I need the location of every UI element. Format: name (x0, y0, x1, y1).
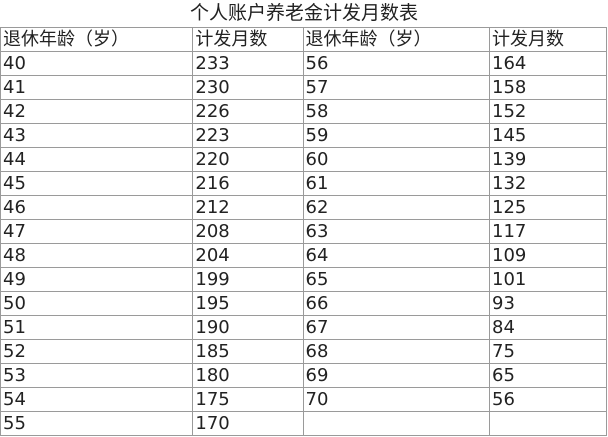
table-cell: 117 (489, 219, 607, 244)
table-row: 41 230 57 158 (0, 75, 607, 100)
table-cell: 56 (302, 51, 491, 76)
table-row: 47 208 63 117 (0, 219, 607, 244)
table-cell (489, 411, 607, 436)
table-row: 44 220 60 139 (0, 147, 607, 172)
table-cell: 58 (302, 99, 491, 124)
table-cell: 109 (489, 243, 607, 268)
table-cell: 68 (302, 339, 491, 364)
table-cell: 47 (0, 219, 194, 244)
header-cell: 退休年龄（岁） (302, 27, 491, 52)
table-cell: 57 (302, 75, 491, 100)
table-cell: 42 (0, 99, 194, 124)
table-cell: 60 (302, 147, 491, 172)
table-cell: 204 (192, 243, 304, 268)
table-row: 48 204 64 109 (0, 243, 607, 268)
table-row: 43 223 59 145 (0, 123, 607, 148)
table-cell: 54 (0, 387, 194, 412)
table-cell: 44 (0, 147, 194, 172)
table-cell: 180 (192, 363, 304, 388)
table-cell: 223 (192, 123, 304, 148)
table-cell: 52 (0, 339, 194, 364)
table-cell: 69 (302, 363, 491, 388)
table-cell (302, 411, 491, 436)
table-cell: 139 (489, 147, 607, 172)
table-row: 45 216 61 132 (0, 171, 607, 196)
table-row: 42 226 58 152 (0, 99, 607, 124)
table-cell: 132 (489, 171, 607, 196)
table-row: 51 190 67 84 (0, 315, 607, 340)
table-cell: 43 (0, 123, 194, 148)
table-cell: 70 (302, 387, 491, 412)
table-row: 53 180 69 65 (0, 363, 607, 388)
table-cell: 40 (0, 51, 194, 76)
table-cell: 55 (0, 411, 194, 436)
table-cell: 220 (192, 147, 304, 172)
table-cell: 61 (302, 171, 491, 196)
table-row: 46 212 62 125 (0, 195, 607, 220)
header-cell: 计发月数 (192, 27, 304, 52)
table-cell: 84 (489, 315, 607, 340)
pension-months-table: 退休年龄（岁） 计发月数 退休年龄（岁） 计发月数 40 233 56 164 41 23… (0, 27, 607, 436)
table-title: 个人账户养老金计发月数表 (189, 2, 418, 24)
table-cell: 158 (489, 75, 607, 100)
table-cell: 152 (489, 99, 607, 124)
table-cell: 48 (0, 243, 194, 268)
table-cell: 51 (0, 315, 194, 340)
table-cell: 208 (192, 219, 304, 244)
table-cell: 49 (0, 267, 194, 292)
table-cell: 212 (192, 195, 304, 220)
table-cell: 65 (489, 363, 607, 388)
table-cell: 50 (0, 291, 194, 316)
table-cell: 46 (0, 195, 194, 220)
table-row: 50 195 66 93 (0, 291, 607, 316)
table-cell: 75 (489, 339, 607, 364)
table-cell: 170 (192, 411, 304, 436)
table-cell: 145 (489, 123, 607, 148)
header-row: 退休年龄（岁） 计发月数 退休年龄（岁） 计发月数 (0, 27, 607, 52)
table-cell: 226 (192, 99, 304, 124)
table-cell: 101 (489, 267, 607, 292)
table-cell: 190 (192, 315, 304, 340)
table-cell: 233 (192, 51, 304, 76)
table-row: 55 170 (0, 411, 607, 436)
table-cell: 175 (192, 387, 304, 412)
table-row: 40 233 56 164 (0, 51, 607, 76)
table-cell: 67 (302, 315, 491, 340)
table-cell: 164 (489, 51, 607, 76)
table-cell: 53 (0, 363, 194, 388)
table-cell: 56 (489, 387, 607, 412)
table-cell: 185 (192, 339, 304, 364)
table-cell: 93 (489, 291, 607, 316)
table-cell: 59 (302, 123, 491, 148)
table-row: 54 175 70 56 (0, 387, 607, 412)
table-cell: 62 (302, 195, 491, 220)
table-cell: 41 (0, 75, 194, 100)
table-cell: 199 (192, 267, 304, 292)
table-cell: 230 (192, 75, 304, 100)
table-cell: 45 (0, 171, 194, 196)
table-row: 49 199 65 101 (0, 267, 607, 292)
table-cell: 216 (192, 171, 304, 196)
table-cell: 66 (302, 291, 491, 316)
header-cell: 退休年龄（岁） (0, 27, 194, 52)
table-cell: 125 (489, 195, 607, 220)
table-cell: 63 (302, 219, 491, 244)
table-cell: 65 (302, 267, 491, 292)
table-cell: 64 (302, 243, 491, 268)
header-cell: 计发月数 (489, 27, 607, 52)
table-row: 52 185 68 75 (0, 339, 607, 364)
table-cell: 195 (192, 291, 304, 316)
